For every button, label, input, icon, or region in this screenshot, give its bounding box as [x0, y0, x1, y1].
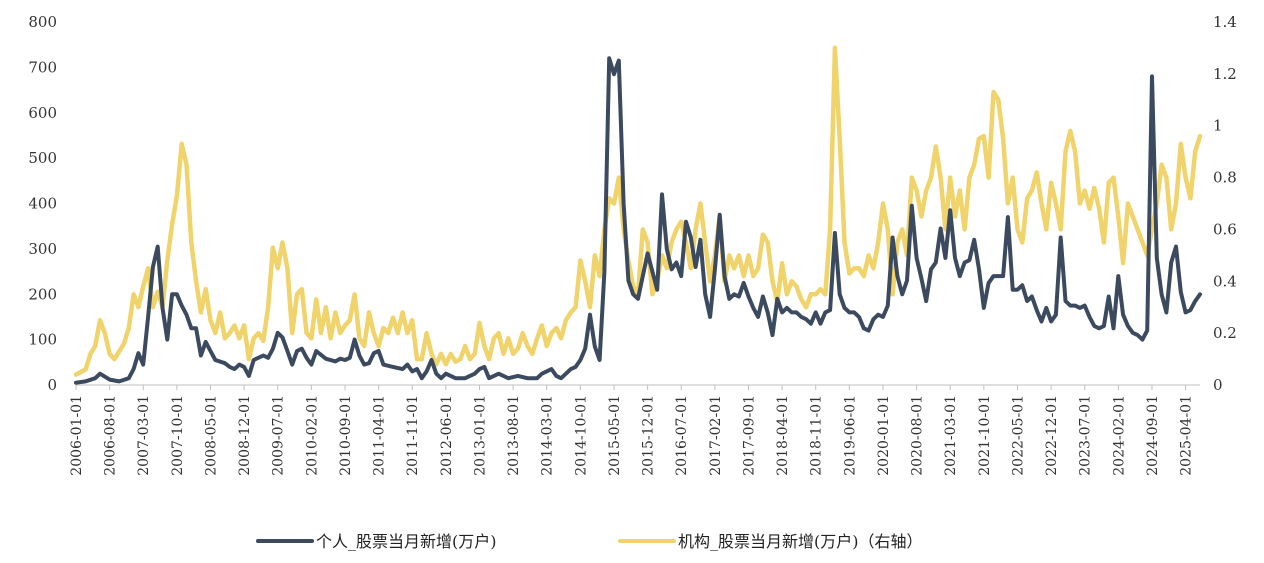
legend-label-individual: 个人_股票当月新增(万户): [316, 532, 497, 551]
x-tick-label: 2018-11-01: [809, 395, 825, 476]
right-y-tick-label: 0.2: [1213, 324, 1237, 342]
series-layer: [73, 45, 1203, 385]
left-y-tick-label: 700: [28, 58, 57, 76]
x-tick-label: 2022-05-01: [1010, 395, 1026, 476]
x-tick-label: 2025-04-01: [1179, 395, 1195, 476]
x-tick-label: 2015-05-01: [607, 395, 623, 476]
left-y-tick-label: 400: [28, 195, 57, 213]
x-tick-label: 2009-07-01: [271, 395, 287, 476]
left-y-tick-label: 0: [47, 376, 57, 394]
x-tick-label: 2021-10-01: [977, 395, 993, 476]
legend: 个人_股票当月新增(万户) 机构_股票当月新增(万户)（右轴）: [256, 532, 923, 551]
x-tick-label: 2024-02-01: [1111, 395, 1127, 476]
x-tick-label: 2022-12-01: [1044, 395, 1060, 476]
right-y-tick-label: 1: [1213, 117, 1223, 135]
x-tick-label: 2007-03-01: [136, 395, 152, 476]
series-line-individual: [74, 56, 1202, 385]
x-tick-label: 2010-09-01: [338, 395, 354, 476]
x-tick-label: 2007-10-01: [170, 395, 186, 476]
x-tick-label: 2014-10-01: [573, 395, 589, 476]
x-tick-label: 2019-06-01: [842, 395, 858, 476]
legend-label-institution: 机构_股票当月新增(万户)（右轴）: [678, 532, 923, 551]
x-tick-label: 2008-05-01: [203, 395, 219, 476]
right-y-axis: 0 0.2 0.4 0.6 0.8 1 1.2 1.4: [1213, 13, 1237, 394]
left-y-tick-label: 300: [28, 240, 57, 258]
right-y-tick-label: 0: [1213, 376, 1223, 394]
right-y-tick-label: 0.8: [1213, 169, 1237, 187]
x-tick-label: 2013-01-01: [472, 395, 488, 476]
right-y-tick-label: 1.2: [1213, 65, 1237, 83]
right-y-tick-label: 1.4: [1213, 13, 1237, 31]
x-axis: 2006-01-01 2006-08-01 2007-03-01 2007-10-01…: [69, 384, 1200, 476]
left-y-tick-label: 600: [28, 104, 57, 122]
x-tick-label: 2017-02-01: [708, 395, 724, 476]
x-tick-label: 2016-07-01: [674, 395, 690, 476]
x-tick-label: 2011-04-01: [372, 395, 388, 476]
x-tick-label: 2008-12-01: [237, 395, 253, 476]
right-y-tick-label: 0.6: [1213, 220, 1237, 238]
right-y-tick-label: 0.4: [1213, 272, 1237, 290]
x-tick-label: 2006-08-01: [103, 395, 119, 476]
left-y-axis: 0 100 200 300 400 500 600 700 800: [28, 13, 57, 394]
left-y-tick-label: 100: [28, 331, 57, 349]
left-y-tick-label: 500: [28, 149, 57, 167]
x-tick-label: 2017-09-01: [741, 395, 757, 476]
x-tick-label: 2015-12-01: [641, 395, 657, 476]
x-tick-label: 2014-03-01: [540, 395, 556, 476]
x-tick-label: 2011-11-01: [405, 395, 421, 476]
x-tick-label: 2020-01-01: [876, 395, 892, 476]
x-tick-label: 2010-02-01: [304, 395, 320, 476]
left-y-tick-label: 200: [28, 285, 57, 303]
x-tick-label: 2018-04-01: [775, 395, 791, 476]
x-tick-label: 2021-03-01: [943, 395, 959, 476]
x-tick-label: 2020-08-01: [910, 395, 926, 476]
x-tick-label: 2013-08-01: [506, 395, 522, 476]
x-tick-label: 2012-06-01: [439, 395, 455, 476]
left-y-tick-label: 800: [28, 13, 57, 31]
series-line-institution: [73, 45, 1203, 377]
x-tick-label: 2006-01-01: [69, 395, 85, 476]
x-tick-label: 2023-07-01: [1078, 395, 1094, 476]
x-tick-label: 2024-09-01: [1145, 395, 1161, 476]
